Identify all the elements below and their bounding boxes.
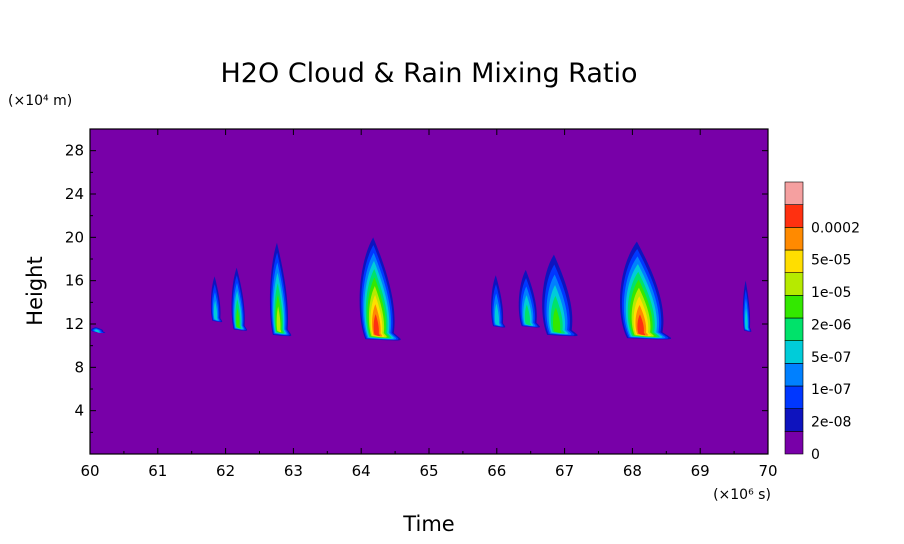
y-axis-unit: (×10⁴ m)	[8, 93, 72, 109]
colorbar-label: 1e-05	[811, 285, 851, 301]
x-axis-label: Time	[402, 512, 454, 536]
colorbar-swatch	[784, 317, 804, 341]
colorbar-swatch	[784, 181, 804, 205]
x-tick-label: 62	[216, 462, 235, 480]
colorbar-swatch	[784, 408, 804, 432]
storm-cell	[491, 275, 506, 328]
y-tick-label: 12	[65, 315, 84, 333]
contour-level-6	[553, 307, 562, 333]
y-tick-label: 28	[65, 142, 84, 160]
chart-title: H2O Cloud & Rain Mixing Ratio	[221, 58, 638, 89]
colorbar-label: 5e-07	[811, 350, 851, 366]
storm-cell	[518, 269, 541, 328]
storm-cell	[231, 267, 248, 331]
contour-level-5	[524, 304, 531, 326]
colorbar: 0 2e-08 1e-07 5e-07 2e-06 1e-05 5e-05 0.0002	[784, 181, 860, 463]
y-tick-label: 4	[74, 402, 84, 420]
colorbar-label: 2e-08	[811, 415, 851, 431]
colorbar-swatch	[784, 227, 804, 251]
contour-level-4	[494, 303, 500, 326]
colorbar-swatch	[784, 363, 804, 387]
x-tick-label: 69	[691, 462, 710, 480]
x-tick-label: 67	[555, 462, 574, 480]
colorbar-label: 0.0002	[811, 220, 860, 236]
x-axis-unit: (×10⁶ s)	[713, 487, 771, 503]
x-tick-label: 63	[284, 462, 303, 480]
storm-cell	[91, 327, 106, 333]
contour-level-4	[213, 300, 218, 321]
colorbar-swatch	[784, 204, 804, 228]
x-tick-label: 68	[623, 462, 642, 480]
contour-level-7	[276, 306, 282, 333]
contour-level-10	[373, 314, 380, 336]
x-tick-label: 70	[758, 462, 777, 480]
colorbar-label: 5e-05	[811, 253, 851, 269]
y-axis: 4 8 12 16 20 24 28	[65, 142, 768, 433]
x-tick-label: 66	[487, 462, 506, 480]
storm-cell	[359, 237, 401, 341]
contour-level-10	[637, 314, 646, 336]
storm-cell	[742, 280, 752, 332]
x-tick-label: 65	[419, 462, 438, 480]
colorbar-swatch	[784, 249, 804, 273]
colorbar-swatch	[784, 272, 804, 296]
y-tick-label: 8	[74, 358, 84, 376]
plot-background	[90, 129, 768, 454]
contour-level-6	[236, 308, 241, 329]
colorbar-swatch	[784, 385, 804, 409]
colorbar-swatch	[784, 295, 804, 319]
y-axis-label: Height	[23, 256, 47, 325]
contour-level-4	[745, 308, 749, 331]
storm-cell	[269, 242, 292, 337]
contour-cells	[91, 237, 752, 341]
x-axis: 60 61 62 63 64 65 66 67 68 69 70	[80, 129, 778, 480]
contour-level-4	[94, 329, 100, 333]
colorbar-label: 0	[811, 447, 820, 463]
x-tick-label: 64	[352, 462, 371, 480]
y-tick-label: 16	[65, 272, 84, 290]
colorbar-label: 1e-07	[811, 382, 851, 398]
x-tick-label: 61	[148, 462, 167, 480]
storm-cell	[210, 276, 223, 323]
y-tick-label: 24	[65, 185, 84, 203]
y-tick-label: 20	[65, 228, 84, 246]
storm-cell	[542, 254, 578, 337]
storm-cell	[619, 241, 672, 340]
x-tick-label: 60	[80, 462, 99, 480]
colorbar-label: 2e-06	[811, 317, 851, 333]
colorbar-swatch	[784, 431, 804, 455]
colorbar-swatch	[784, 340, 804, 364]
